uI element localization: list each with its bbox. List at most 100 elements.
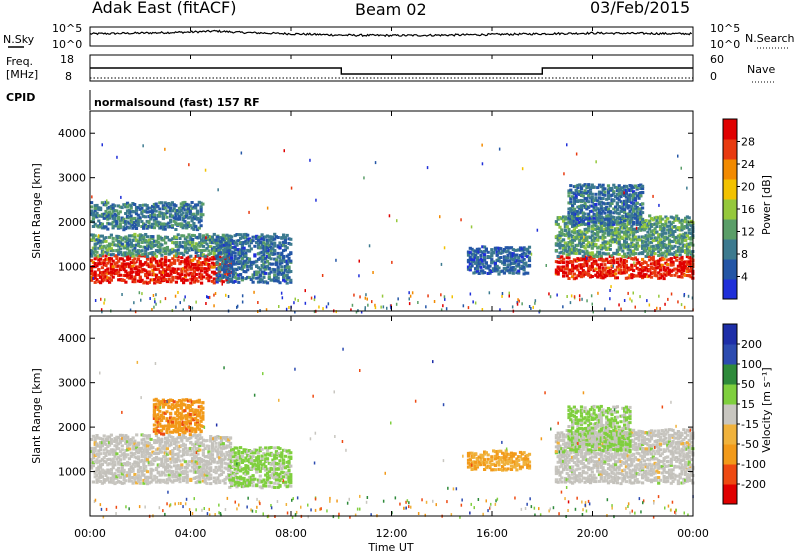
range-cell-speckle bbox=[677, 300, 679, 304]
range-cell bbox=[635, 201, 639, 205]
range-cell bbox=[662, 251, 666, 255]
range-cell bbox=[597, 265, 602, 269]
range-cell bbox=[174, 270, 178, 274]
range-cell bbox=[658, 225, 663, 228]
range-cell bbox=[590, 241, 594, 245]
range-cell bbox=[617, 221, 621, 225]
range-cell bbox=[129, 224, 133, 228]
range-cell bbox=[499, 256, 503, 259]
range-cell bbox=[192, 227, 196, 231]
range-cell bbox=[685, 215, 689, 219]
range-cell bbox=[605, 257, 609, 261]
range-cell bbox=[116, 217, 121, 221]
range-cell bbox=[260, 270, 264, 274]
range-cell bbox=[569, 219, 573, 223]
range-cell bbox=[624, 199, 628, 203]
range-cell bbox=[601, 209, 605, 213]
range-cell bbox=[158, 270, 162, 274]
range-cell bbox=[93, 441, 97, 445]
range-cell bbox=[477, 247, 481, 251]
range-cell bbox=[152, 208, 156, 212]
range-cell bbox=[569, 200, 573, 204]
range-cell-speckle bbox=[94, 299, 97, 302]
range-cell bbox=[116, 212, 121, 215]
range-cell bbox=[515, 248, 519, 252]
range-cell bbox=[594, 253, 598, 257]
range-cell-speckle bbox=[627, 244, 630, 248]
range-cell bbox=[587, 229, 591, 233]
range-cell bbox=[145, 255, 150, 258]
range-cell bbox=[658, 228, 663, 231]
range-cell bbox=[212, 257, 216, 261]
range-cell bbox=[201, 464, 205, 468]
range-cell bbox=[192, 433, 196, 437]
range-cell bbox=[108, 457, 112, 461]
range-cell bbox=[100, 252, 104, 256]
range-cell bbox=[596, 263, 600, 267]
range-cell bbox=[599, 244, 603, 247]
range-cell bbox=[475, 264, 479, 268]
range-cell bbox=[154, 249, 159, 252]
range-cell bbox=[472, 271, 476, 275]
range-cell bbox=[138, 233, 142, 237]
range-cell bbox=[560, 255, 564, 259]
range-cell bbox=[605, 240, 609, 244]
range-cell-speckle bbox=[213, 304, 215, 308]
range-cell bbox=[129, 451, 133, 455]
range-cell bbox=[614, 238, 618, 242]
range-cell bbox=[183, 200, 187, 204]
range-cell bbox=[108, 443, 112, 447]
range-cell bbox=[227, 438, 231, 442]
range-cell bbox=[676, 245, 680, 249]
range-cell bbox=[502, 263, 506, 266]
range-cell bbox=[188, 209, 192, 213]
range-cell bbox=[687, 256, 691, 260]
range-cell bbox=[120, 472, 124, 476]
range-cell bbox=[201, 248, 205, 252]
range-cell bbox=[191, 240, 195, 244]
range-cell bbox=[560, 239, 564, 243]
range-cell bbox=[99, 443, 103, 447]
range-cell bbox=[278, 254, 282, 258]
range-cell bbox=[118, 278, 123, 282]
range-cell bbox=[630, 186, 634, 190]
range-cell bbox=[601, 183, 605, 187]
range-cell bbox=[176, 217, 180, 221]
range-cell bbox=[99, 445, 103, 449]
range-cell bbox=[264, 243, 268, 247]
range-cell bbox=[111, 224, 115, 228]
range-cell bbox=[493, 269, 497, 273]
range-cell bbox=[592, 208, 596, 212]
range-cell bbox=[517, 248, 521, 252]
range-cell bbox=[623, 208, 627, 212]
range-cell bbox=[161, 225, 165, 229]
range-cell bbox=[671, 263, 675, 267]
range-cell bbox=[646, 275, 650, 279]
range-cell bbox=[129, 454, 133, 458]
range-cell bbox=[610, 231, 614, 235]
range-cell-speckle bbox=[623, 299, 626, 302]
range-cell bbox=[200, 263, 204, 267]
range-cell bbox=[124, 220, 128, 224]
range-cell-speckle bbox=[310, 296, 313, 300]
range-cell bbox=[666, 270, 670, 274]
range-cell bbox=[131, 264, 135, 268]
range-cell bbox=[186, 404, 191, 407]
range-cell bbox=[187, 449, 191, 453]
range-cell bbox=[244, 242, 248, 246]
range-cell bbox=[111, 478, 115, 482]
range-cell bbox=[572, 202, 576, 205]
range-cell bbox=[212, 262, 216, 266]
range-cell bbox=[181, 206, 185, 210]
range-cell bbox=[124, 235, 128, 239]
range-cell bbox=[644, 243, 648, 247]
range-cell bbox=[508, 271, 512, 275]
range-cell bbox=[115, 268, 119, 272]
range-cell bbox=[95, 480, 99, 484]
range-cell bbox=[151, 241, 155, 244]
range-cell bbox=[483, 265, 487, 269]
range-cell bbox=[177, 214, 182, 218]
range-cell bbox=[179, 405, 183, 409]
range-cell bbox=[183, 450, 187, 454]
range-cell bbox=[214, 272, 218, 276]
